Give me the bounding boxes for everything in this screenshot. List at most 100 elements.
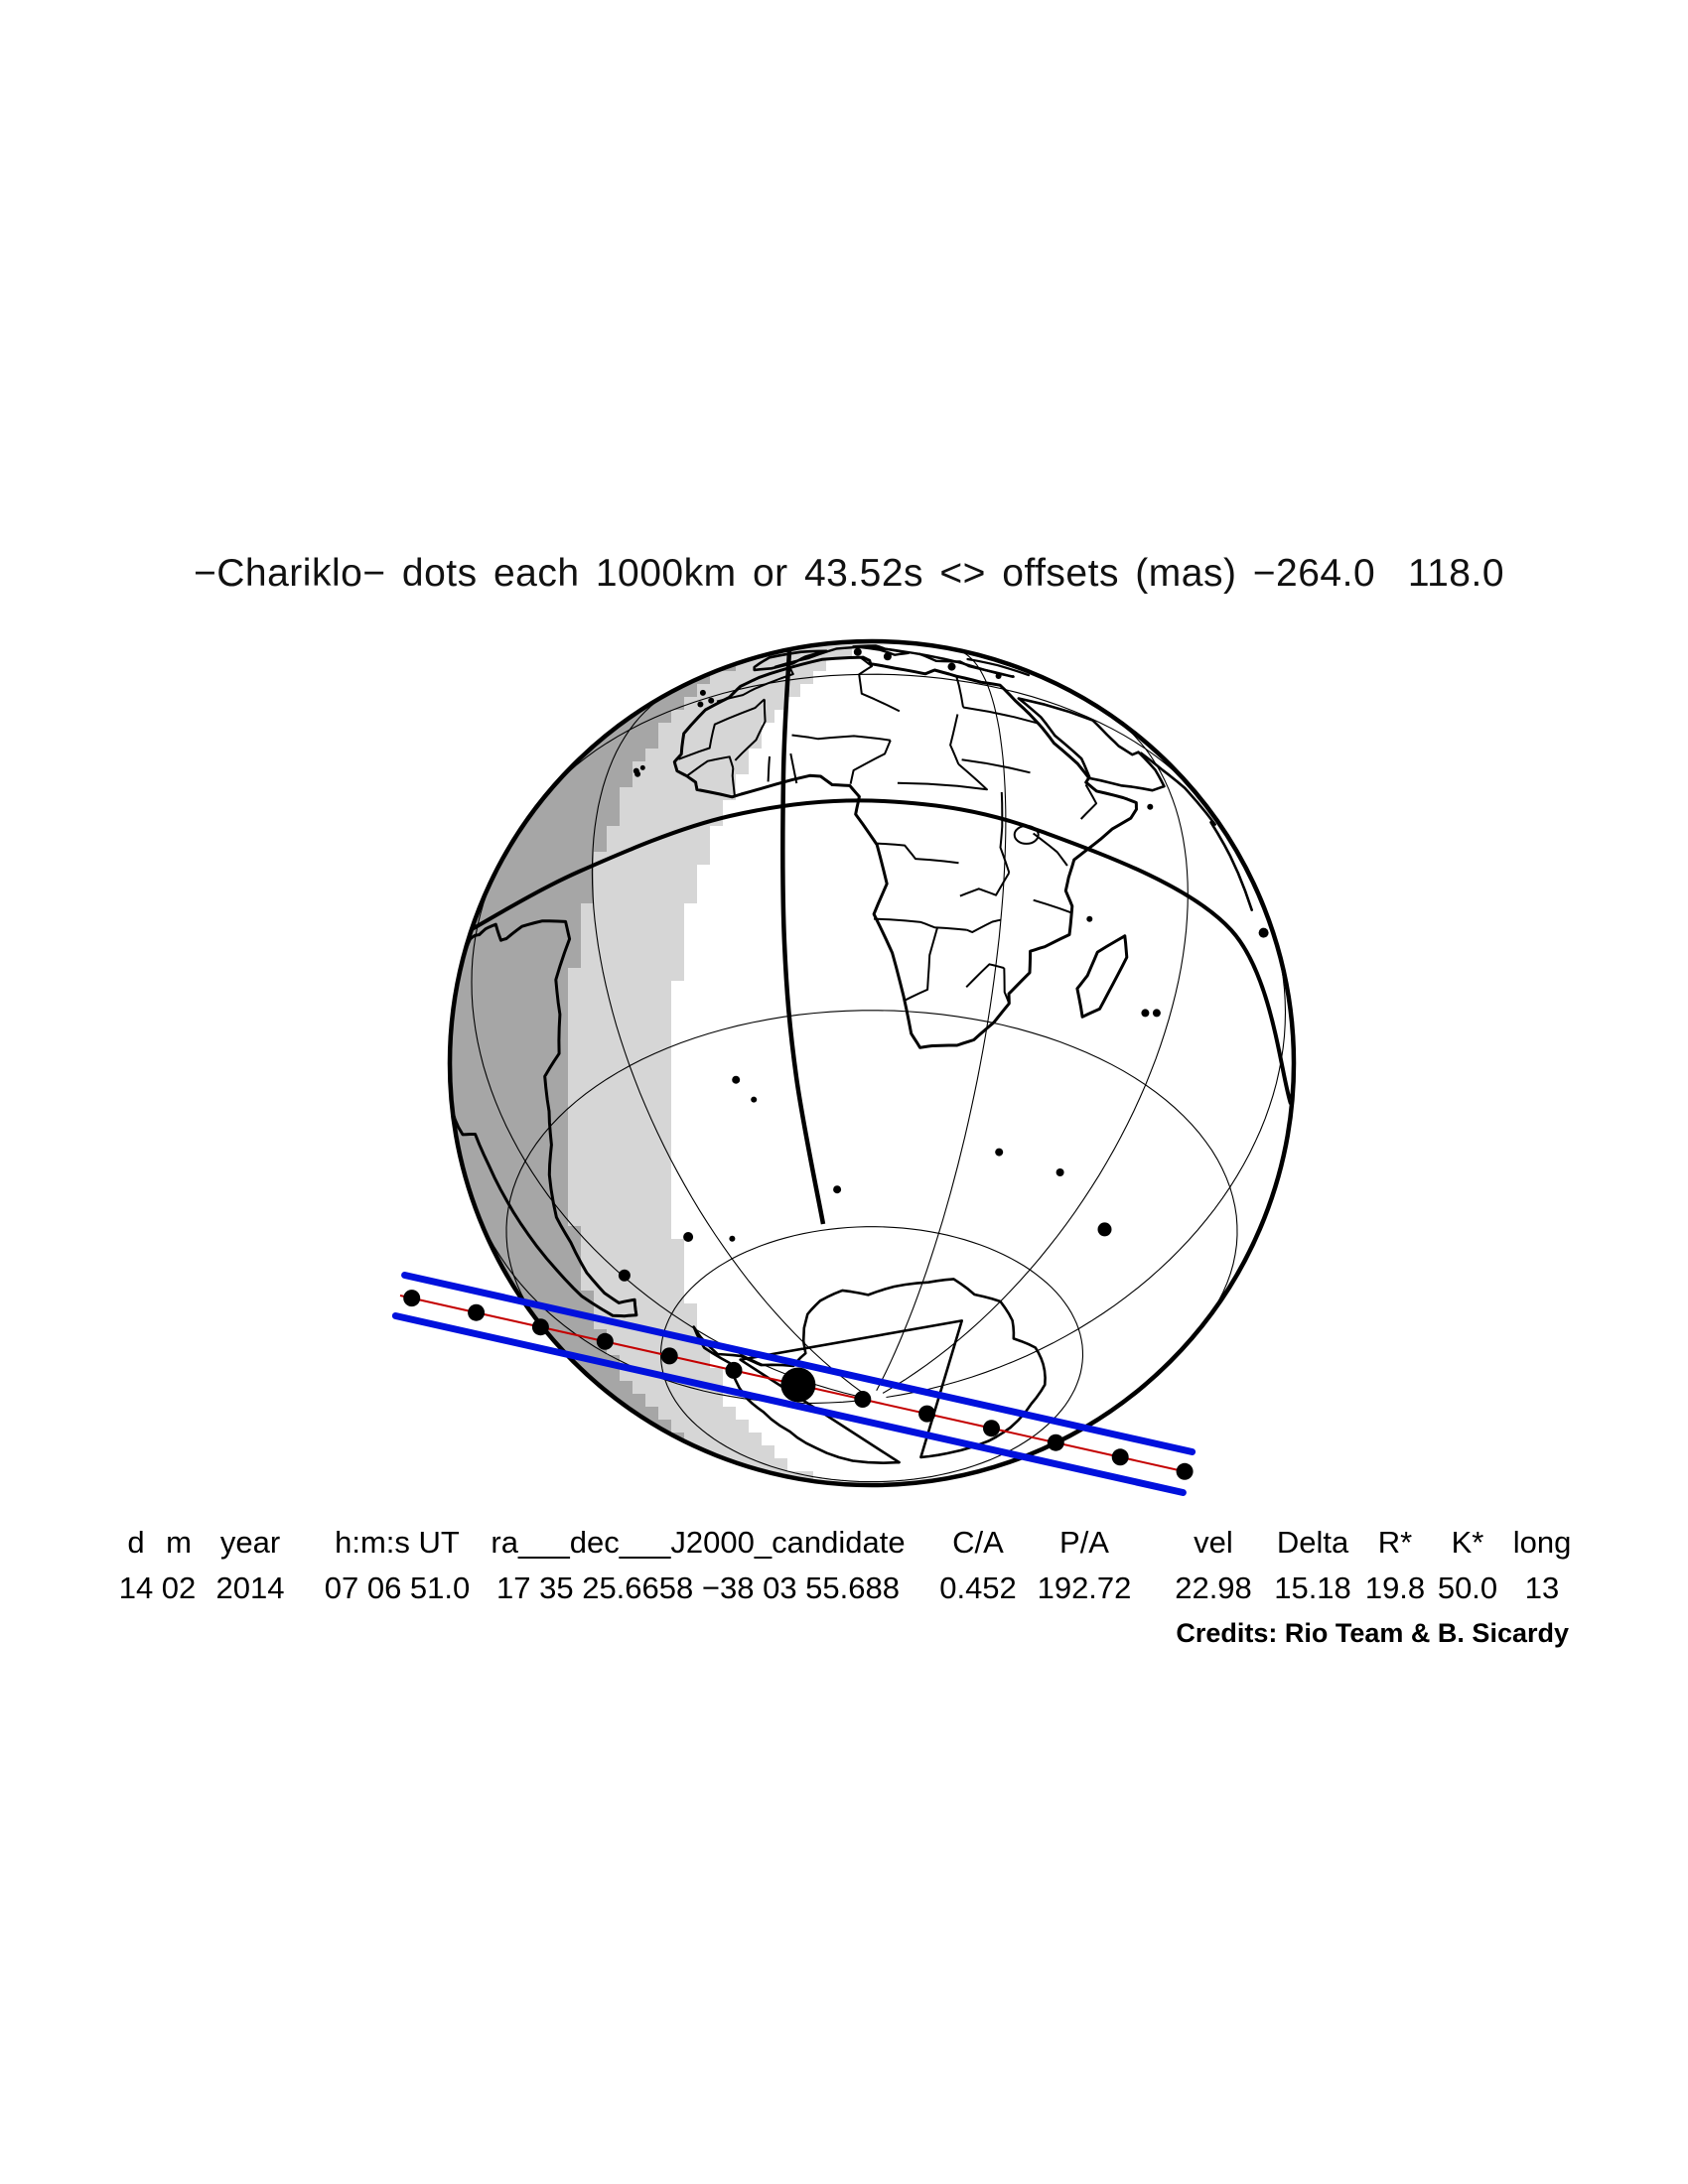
country-border-5: [678, 698, 766, 760]
island-sri-lanka: [1258, 927, 1269, 938]
time-dot-8: [918, 1405, 936, 1423]
country-border-7: [791, 734, 891, 742]
time-dot-1: [468, 1303, 486, 1321]
coastline-iran-india-coast: [1140, 751, 1253, 911]
table-value-5: 0.452: [939, 1570, 1017, 1605]
table-header-4: ra___dec___J2000_candidate: [491, 1525, 906, 1560]
island-madeira: [699, 689, 706, 696]
island-gough: [751, 1096, 758, 1103]
path-limit-north: [391, 1311, 1187, 1496]
country-border-4: [949, 714, 960, 765]
country-border-21: [1032, 832, 1068, 867]
country-border-12: [731, 767, 736, 797]
globe-limb: [447, 638, 1297, 1488]
prime-meridian-thick: [780, 649, 826, 1225]
table-value-0: 14: [118, 1570, 154, 1605]
time-dot-11: [1111, 1448, 1129, 1466]
table-value-2: 2014: [215, 1570, 285, 1605]
coastline-greece-turkey: [917, 652, 1015, 678]
island-canary-1: [697, 701, 704, 708]
table-header-9: R*: [1377, 1525, 1413, 1560]
occultation-path: [391, 1272, 1196, 1496]
country-border-8: [849, 740, 892, 784]
time-dot-3: [596, 1332, 614, 1350]
table-header-8: Delta: [1276, 1525, 1349, 1560]
table-header-7: vel: [1194, 1525, 1233, 1560]
island-canary-2: [708, 697, 715, 704]
island-socotra: [1147, 803, 1154, 810]
country-border-23: [1079, 783, 1098, 820]
country-border-17: [903, 927, 938, 1003]
country-border-19: [966, 918, 1002, 933]
country-border-11: [686, 755, 735, 777]
table-header-10: K*: [1451, 1525, 1484, 1560]
island-kerguelen: [1097, 1222, 1112, 1237]
table-value-8: 15.18: [1274, 1570, 1351, 1605]
credits-label: Credits: Rio Team & B. Sicardy: [1176, 1618, 1569, 1648]
time-dot-12: [1176, 1462, 1194, 1480]
time-dot-5: [725, 1361, 743, 1379]
island-falklands: [618, 1269, 631, 1282]
coastline-black-sea-coast: [966, 657, 1030, 677]
table-header-6: P/A: [1059, 1525, 1109, 1560]
island-cape-verde-3: [639, 764, 645, 770]
lake-victoria: [1013, 824, 1040, 845]
island-sardinia: [853, 647, 862, 656]
island-marion: [995, 1148, 1004, 1157]
island-south-georgia: [683, 1232, 694, 1242]
country-border-22: [1033, 898, 1072, 914]
island-tristan: [732, 1075, 741, 1084]
parallel--30: [505, 1010, 1238, 1322]
country-border-3: [962, 706, 1040, 725]
country-border-18: [965, 963, 1005, 989]
parallel--60: [659, 1226, 1084, 1483]
country-border-1: [858, 656, 901, 713]
table-header-0: d: [127, 1525, 145, 1560]
island-crozet: [1055, 1168, 1064, 1176]
island-sicily: [883, 652, 892, 661]
page-title: −Chariklo− dots each 1000km or 43.52s <>…: [193, 552, 1505, 595]
island-crete: [947, 662, 956, 671]
island-cyprus: [995, 673, 1002, 679]
time-dot-9: [983, 1420, 1000, 1437]
path-limit-south: [401, 1272, 1196, 1456]
parallel-30: [550, 673, 1193, 790]
meridian-60: [882, 717, 1189, 1394]
meridian--30: [591, 696, 863, 1394]
table-value-4: 17 35 25.6658 −38 03 55.688: [496, 1570, 900, 1605]
country-border-0: [716, 666, 794, 703]
country-border-10: [767, 755, 771, 782]
country-border-15: [877, 842, 959, 865]
island-south-sandwich: [729, 1235, 736, 1242]
table-value-3: 07 06 51.0: [324, 1570, 471, 1605]
time-dot-0: [403, 1290, 421, 1307]
island-mauritius: [1152, 1009, 1161, 1018]
table-header-5: C/A: [952, 1525, 1004, 1560]
country-border-24: [1003, 968, 1011, 1005]
country-border-6: [734, 699, 767, 761]
country-border-13: [897, 763, 988, 791]
coastline-arabia: [1017, 697, 1166, 792]
table-value-11: 13: [1524, 1570, 1560, 1605]
closest-approach-dot: [780, 1367, 816, 1403]
meridian-90: [886, 943, 1287, 1399]
table-header-11: long: [1512, 1525, 1572, 1560]
country-border-14: [999, 791, 1011, 874]
table-header-3: h:m:s UT: [335, 1525, 460, 1560]
table-value-7: 22.98: [1175, 1570, 1252, 1605]
island-comoros: [1086, 915, 1093, 922]
time-dot-10: [1047, 1433, 1064, 1451]
country-border-25: [961, 758, 1031, 774]
island-bouvet: [833, 1185, 842, 1194]
table-value-10: 50.0: [1437, 1570, 1498, 1605]
time-dot-4: [660, 1347, 678, 1365]
table-value-1: 02: [161, 1570, 197, 1605]
coastline-madagascar: [1075, 934, 1129, 1019]
country-border-16: [874, 917, 967, 931]
table-value-6: 192.72: [1037, 1570, 1132, 1605]
country-border-2: [955, 675, 964, 708]
country-border-20: [959, 872, 1011, 897]
time-dot-2: [531, 1318, 549, 1336]
table-header-2: year: [219, 1525, 281, 1560]
